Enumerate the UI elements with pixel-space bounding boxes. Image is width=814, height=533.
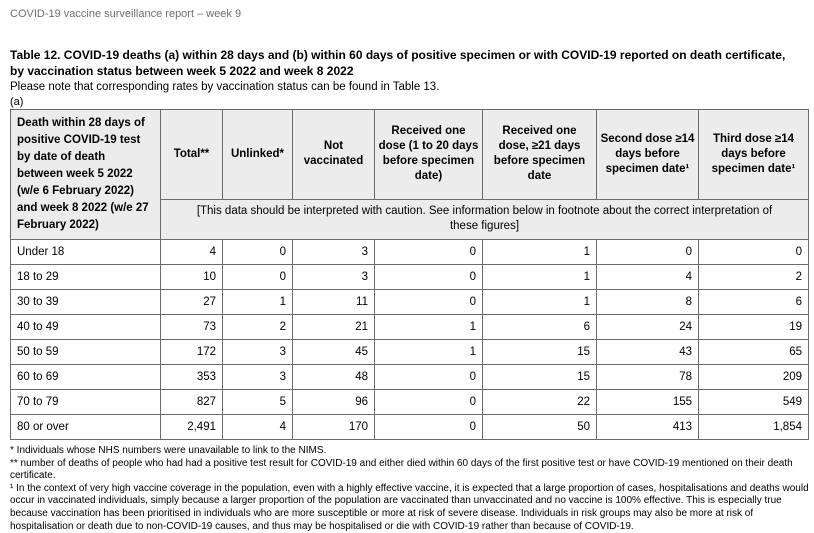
- value-cell: 1: [482, 264, 597, 290]
- col-header-total: Total**: [160, 109, 223, 200]
- table-row: 30 to 39 27 1 11 0 1 8 6: [10, 289, 809, 315]
- value-cell: 4: [222, 414, 293, 440]
- table-row: 60 to 69 353 3 48 0 15 78 209: [10, 364, 809, 390]
- panel-label: (a): [10, 96, 24, 108]
- value-cell: 3: [292, 264, 375, 290]
- value-cell: 1: [482, 289, 597, 315]
- value-cell: 43: [596, 339, 699, 365]
- value-cell: 96: [292, 389, 375, 415]
- value-cell: 78: [596, 364, 699, 390]
- age-label: 30 to 39: [10, 289, 161, 315]
- table-row: 18 to 29 10 0 3 0 1 4 2: [10, 264, 809, 290]
- value-cell: 353: [160, 364, 223, 390]
- table-row: 80 or over 2,491 4 170 0 50 413 1,854: [10, 414, 809, 440]
- value-cell: 2,491: [160, 414, 223, 440]
- caution-note: [This data should be interpreted with ca…: [160, 198, 809, 241]
- value-cell: 0: [374, 389, 483, 415]
- table-row: Under 18 4 0 3 0 1 0 0: [10, 239, 809, 265]
- value-cell: 24: [596, 314, 699, 340]
- value-cell: 1: [374, 339, 483, 365]
- value-cell: 0: [222, 264, 293, 290]
- value-cell: 170: [292, 414, 375, 440]
- value-cell: 413: [596, 414, 699, 440]
- value-cell: 8: [596, 289, 699, 315]
- value-cell: 2: [222, 314, 293, 340]
- value-cell: 2: [698, 264, 809, 290]
- col-header-third-dose: Third dose ≥14 days before specimen date…: [698, 109, 809, 200]
- value-cell: 1: [222, 289, 293, 315]
- age-label: 70 to 79: [10, 389, 161, 415]
- table-row: 70 to 79 827 5 96 0 22 155 549: [10, 389, 809, 415]
- value-cell: 209: [698, 364, 809, 390]
- value-cell: 5: [222, 389, 293, 415]
- value-cell: 10: [160, 264, 223, 290]
- value-cell: 27: [160, 289, 223, 315]
- value-cell: 0: [222, 239, 293, 265]
- value-cell: 73: [160, 314, 223, 340]
- value-cell: 0: [374, 289, 483, 315]
- value-cell: 6: [482, 314, 597, 340]
- value-cell: 22: [482, 389, 597, 415]
- value-cell: 65: [698, 339, 809, 365]
- value-cell: 3: [222, 339, 293, 365]
- value-cell: 549: [698, 389, 809, 415]
- value-cell: 6: [698, 289, 809, 315]
- report-header: COVID-19 vaccine surveillance report – w…: [10, 8, 242, 20]
- deaths-table: Death within 28 days of positive COVID-1…: [10, 109, 809, 440]
- col-header-not-vaccinated: Not vaccinated: [292, 109, 375, 200]
- age-label: 50 to 59: [10, 339, 161, 365]
- value-cell: 4: [160, 239, 223, 265]
- value-cell: 0: [698, 239, 809, 265]
- value-cell: 4: [596, 264, 699, 290]
- value-cell: 0: [374, 239, 483, 265]
- value-cell: 19: [698, 314, 809, 340]
- value-cell: 155: [596, 389, 699, 415]
- value-cell: 15: [482, 339, 597, 365]
- value-cell: 1: [374, 314, 483, 340]
- value-cell: 172: [160, 339, 223, 365]
- page-title: Table 12. COVID-19 deaths (a) within 28 …: [10, 48, 786, 78]
- value-cell: 48: [292, 364, 375, 390]
- age-label: Under 18: [10, 239, 161, 265]
- col-header-second-dose: Second dose ≥14 days before specimen dat…: [596, 109, 699, 200]
- footnotes: * Individuals whose NHS numbers were una…: [10, 445, 810, 533]
- table-row: 40 to 49 73 2 21 1 6 24 19: [10, 314, 809, 340]
- value-cell: 45: [292, 339, 375, 365]
- page-subtitle: Please note that corresponding rates by …: [10, 81, 440, 93]
- value-cell: 50: [482, 414, 597, 440]
- header-row: Death within 28 days of positive COVID-1…: [10, 109, 809, 240]
- footnote-total: ** number of deaths of people who had ha…: [10, 457, 793, 482]
- table-row: 50 to 59 172 3 45 1 15 43 65: [10, 339, 809, 365]
- value-cell: 0: [374, 364, 483, 390]
- value-cell: 827: [160, 389, 223, 415]
- col-header-one-dose-21plus: Received one dose, ≥21 days before speci…: [482, 109, 597, 200]
- age-label: 40 to 49: [10, 314, 161, 340]
- age-label: 80 or over: [10, 414, 161, 440]
- value-cell: 1,854: [698, 414, 809, 440]
- value-cell: 11: [292, 289, 375, 315]
- footnote-unlinked: * Individuals whose NHS numbers were una…: [10, 445, 327, 456]
- caution-row: [This data should be interpreted with ca…: [11, 198, 809, 241]
- row-header-cell: Death within 28 days of positive COVID-1…: [10, 109, 161, 240]
- value-cell: 3: [222, 364, 293, 390]
- value-cell: 15: [482, 364, 597, 390]
- value-cell: 1: [482, 239, 597, 265]
- value-cell: 3: [292, 239, 375, 265]
- value-cell: 21: [292, 314, 375, 340]
- age-label: 18 to 29: [10, 264, 161, 290]
- age-label: 60 to 69: [10, 364, 161, 390]
- value-cell: 0: [374, 414, 483, 440]
- value-cell: 0: [596, 239, 699, 265]
- col-header-one-dose-1-20: Received one dose (1 to 20 days before s…: [374, 109, 483, 200]
- footnote-interpretation: ¹ In the context of very high vaccine co…: [10, 482, 809, 532]
- value-cell: 0: [374, 264, 483, 290]
- col-header-unlinked: Unlinked*: [222, 109, 293, 200]
